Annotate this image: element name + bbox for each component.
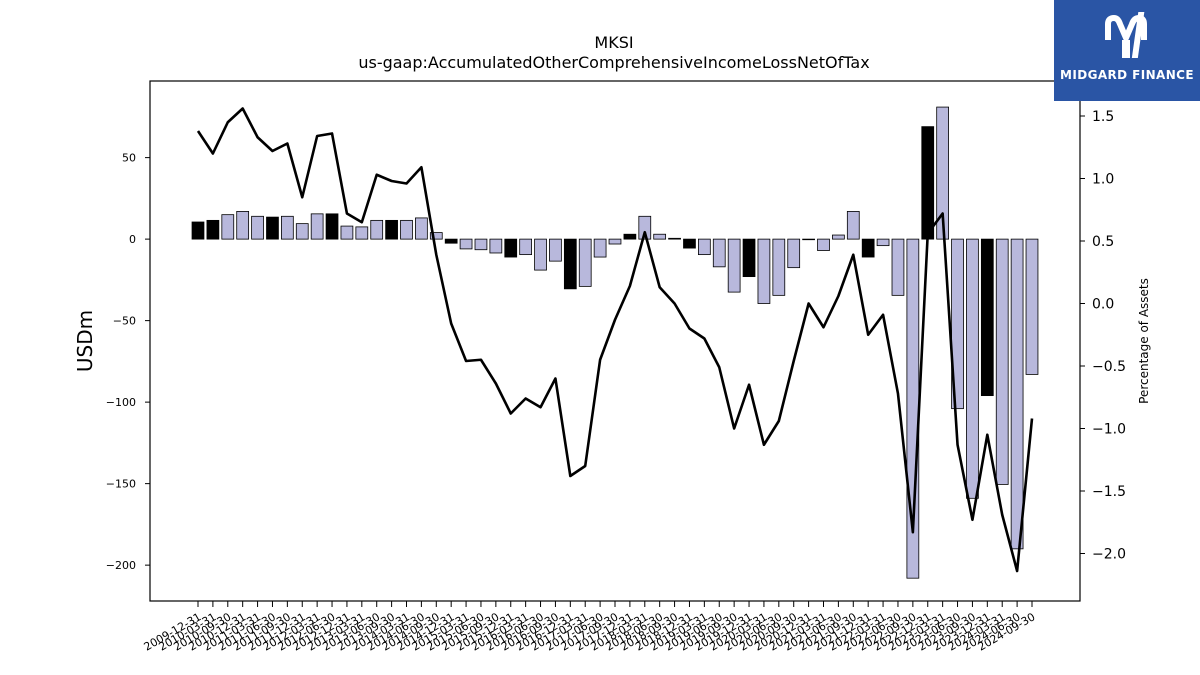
bar [772, 238, 786, 296]
bar [727, 238, 741, 293]
y-axis-right: 1.5 1.0 0.5 0.0 −0.5 −1.0 −1.5 −2.0 [1080, 109, 1126, 563]
bar [593, 238, 607, 258]
bar [787, 238, 801, 269]
y-tick-label: 0 [129, 233, 136, 246]
bar [489, 238, 503, 254]
y2-tick-label: −2.0 [1092, 547, 1126, 563]
bar [504, 238, 518, 258]
bar [534, 238, 547, 271]
y-tick-label: −100 [106, 396, 136, 409]
plot-frame [149, 80, 1081, 602]
percentage-line [196, 107, 1034, 573]
y2-tick-label: −1.5 [1092, 484, 1126, 500]
bar [861, 238, 875, 258]
bar [191, 221, 205, 240]
bar [459, 238, 473, 250]
bar [429, 232, 443, 240]
bar [474, 238, 488, 251]
bar [251, 215, 264, 240]
bar [325, 213, 339, 240]
bar [846, 211, 860, 240]
y-tick-label: −200 [106, 559, 136, 572]
bar [623, 233, 637, 240]
bar [221, 214, 235, 240]
brand-logo: MIDGARD FINANCE [1054, 0, 1200, 101]
logo-text: MIDGARD FINANCE [1060, 68, 1194, 82]
bar [668, 237, 681, 240]
y-tick-label: −150 [106, 478, 136, 491]
chart-title: MKSI [594, 33, 633, 52]
bar [563, 238, 577, 290]
bar [966, 238, 979, 499]
y2-axis-label: Percentage of Assets [1137, 278, 1151, 404]
bar [712, 238, 726, 268]
y2-tick-label: 0.5 [1092, 234, 1114, 250]
bar [698, 238, 711, 256]
bar [519, 238, 533, 256]
bar [280, 215, 294, 240]
bar [817, 238, 830, 251]
bar [936, 106, 950, 240]
bar [653, 233, 667, 240]
y2-tick-label: −0.5 [1092, 359, 1126, 375]
bar [876, 238, 890, 247]
bar [995, 238, 1009, 485]
bar [891, 238, 905, 296]
y-tick-label: −50 [113, 315, 136, 328]
x-axis: 2009-12-312010-03-312010-09-302010-12-31… [142, 601, 1038, 654]
midgard-logo-icon [1105, 12, 1147, 58]
y-axis-left: 50 0 −50 −100 −150 −200 [106, 152, 150, 572]
y2-tick-label: −1.0 [1092, 422, 1126, 438]
y-axis-label: USDm [73, 310, 97, 372]
bar [921, 126, 935, 240]
bar [951, 238, 964, 410]
bar [400, 219, 413, 240]
bar [295, 223, 309, 240]
bar [757, 238, 771, 304]
bar [355, 226, 369, 240]
bar [638, 215, 652, 240]
chart-subtitle: us-gaap:AccumulatedOtherComprehensiveInc… [358, 53, 869, 72]
bar [832, 234, 845, 240]
bar [236, 211, 250, 240]
bar [266, 216, 279, 240]
bar [385, 219, 398, 240]
y2-tick-label: 1.5 [1092, 109, 1114, 125]
bar [444, 238, 458, 244]
y2-tick-label: 0.0 [1092, 297, 1114, 313]
bar [578, 238, 592, 287]
bar [370, 219, 384, 240]
bar [310, 213, 324, 240]
bar [802, 238, 815, 241]
bar [980, 238, 994, 397]
y2-tick-label: 1.0 [1092, 172, 1114, 188]
bar [608, 238, 622, 245]
bar [549, 238, 562, 262]
bar-series [191, 106, 1039, 579]
bar [683, 238, 696, 249]
bar [1010, 238, 1024, 550]
line-series [196, 107, 1034, 573]
bar [1025, 238, 1039, 375]
y-tick-label: 50 [122, 152, 136, 165]
bar [415, 217, 428, 240]
bar [340, 225, 354, 240]
bar [206, 219, 220, 240]
bar [742, 238, 756, 278]
